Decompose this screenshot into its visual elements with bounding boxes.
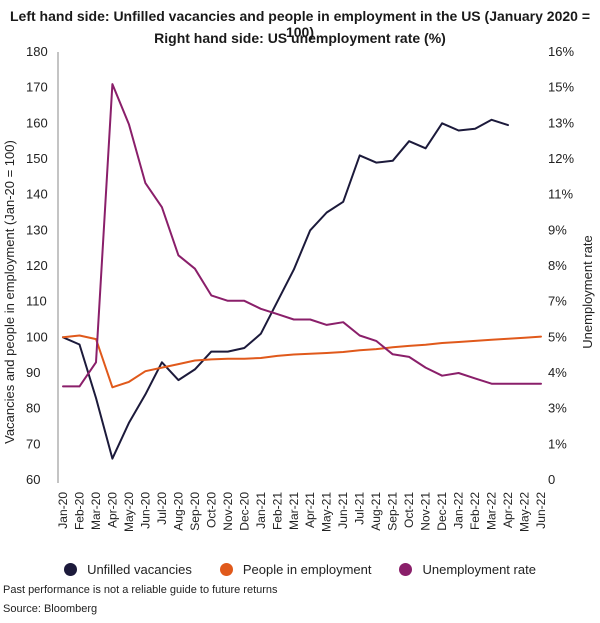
left-tick-label: 110	[26, 294, 47, 309]
left-tick-label: 100	[26, 329, 48, 344]
x-tick-label: May-20	[122, 492, 136, 532]
right-axis-ticks: 0 1% 3% 4% 5% 7% 8% 9% 11% 12% 13% 15% 16%	[548, 44, 574, 487]
right-tick-label: 16%	[548, 44, 574, 59]
right-tick-label: 4%	[548, 365, 567, 380]
chart-title-line1: Left hand side: Unfilled vacancies and p…	[10, 8, 590, 40]
x-tick-label: Aug-21	[369, 492, 383, 531]
x-tick-label: May-21	[320, 492, 334, 532]
series-line-people-in-employment	[62, 334, 542, 389]
x-tick-label: Sep-21	[386, 492, 400, 531]
x-tick-label: Apr-21	[303, 492, 317, 528]
right-tick-label: 3%	[548, 401, 567, 416]
x-tick-label: Dec-21	[435, 492, 449, 531]
right-tick-label: 11%	[548, 187, 573, 202]
x-tick-label: Nov-21	[419, 492, 433, 531]
legend-item-vacancies: Unfilled vacancies	[64, 562, 192, 577]
x-tick-label: Apr-20	[105, 492, 119, 528]
x-tick-label: Jan-22	[452, 492, 466, 529]
x-tick-label: Jun-22	[534, 492, 548, 529]
left-tick-label: 80	[26, 401, 40, 416]
legend-swatch-employment	[219, 563, 233, 576]
left-tick-label: 70	[26, 436, 40, 451]
right-tick-label: 1%	[548, 436, 567, 451]
footnote: Past performance is not a reliable guide…	[3, 584, 278, 596]
x-tick-label: Jan-20	[56, 492, 70, 529]
chart-title-line2: Right hand side: US unemployment rate (%…	[154, 30, 446, 46]
legend-swatch-vacancies	[64, 563, 78, 576]
legend-item-unemployment: Unemployment rate	[399, 562, 536, 577]
x-axis-ticks: Jan-20 Feb-20 Mar-20 Apr-20 May-20 Jun-20 Jul-…	[56, 492, 548, 532]
x-tick-label: Aug-20	[171, 492, 185, 531]
x-tick-label: Oct-20	[204, 492, 218, 528]
left-axis-label: Vacancies and people in employment (Jan-…	[2, 140, 17, 444]
series-line-unfilled-vacancies	[62, 118, 509, 460]
x-tick-label: Apr-22	[501, 492, 515, 528]
right-tick-label: 9%	[548, 222, 567, 237]
x-tick-label: Mar-21	[287, 492, 301, 530]
x-tick-label: Sep-20	[188, 492, 202, 531]
left-tick-label: 160	[26, 115, 48, 130]
x-tick-label: Nov-20	[221, 492, 235, 531]
x-tick-label: May-22	[518, 492, 532, 532]
legend-label-vacancies: Unfilled vacancies	[87, 562, 192, 577]
left-tick-label: 150	[26, 151, 48, 166]
left-tick-label: 90	[26, 365, 40, 380]
x-tick-label: Feb-20	[72, 492, 86, 530]
x-tick-label: Mar-20	[89, 492, 103, 530]
right-tick-label: 0	[548, 472, 555, 487]
right-tick-label: 13%	[548, 115, 574, 130]
right-tick-label: 15%	[548, 80, 574, 95]
series-line-unemployment-rate	[62, 83, 542, 388]
left-tick-label: 140	[26, 187, 48, 202]
x-tick-label: Dec-20	[237, 492, 251, 531]
x-tick-label: Oct-21	[402, 492, 416, 528]
left-tick-label: 180	[26, 44, 48, 59]
left-tick-label: 60	[26, 472, 40, 487]
legend-item-employment: People in employment	[219, 562, 372, 577]
x-tick-label: Jan-21	[254, 492, 268, 529]
right-tick-label: 5%	[548, 329, 567, 344]
x-tick-label: Feb-21	[270, 492, 284, 530]
legend-swatch-unemployment	[399, 563, 413, 576]
right-tick-label: 7%	[548, 294, 567, 309]
right-tick-label: 8%	[548, 258, 567, 273]
left-axis-ticks: 60 70 80 90 100 110 120 130 140 150 160 170 180	[26, 44, 48, 487]
left-tick-label: 120	[26, 258, 48, 273]
right-tick-label: 12%	[548, 151, 574, 166]
legend-label-employment: People in employment	[242, 562, 372, 577]
x-tick-label: Jul-21	[353, 492, 367, 525]
x-tick-label: Jun-21	[336, 492, 350, 529]
series-lines	[62, 83, 542, 460]
line-chart: 60 70 80 90 100 110 120 130 140 150 160 170 180 0 1% 3…	[2, 44, 595, 532]
source-note: Source: Bloomberg	[3, 603, 98, 615]
legend-label-unemployment: Unemployment rate	[422, 562, 536, 577]
chart-legend: Unfilled vacancies People in employment …	[0, 562, 600, 577]
x-tick-label: Jul-20	[155, 492, 169, 525]
x-tick-label: Mar-22	[485, 492, 499, 530]
left-tick-label: 130	[26, 222, 48, 237]
left-tick-label: 170	[26, 80, 48, 95]
x-tick-label: Feb-22	[468, 492, 482, 530]
x-tick-label: Jun-20	[138, 492, 152, 529]
right-axis-label: Unemployment rate	[580, 235, 595, 348]
